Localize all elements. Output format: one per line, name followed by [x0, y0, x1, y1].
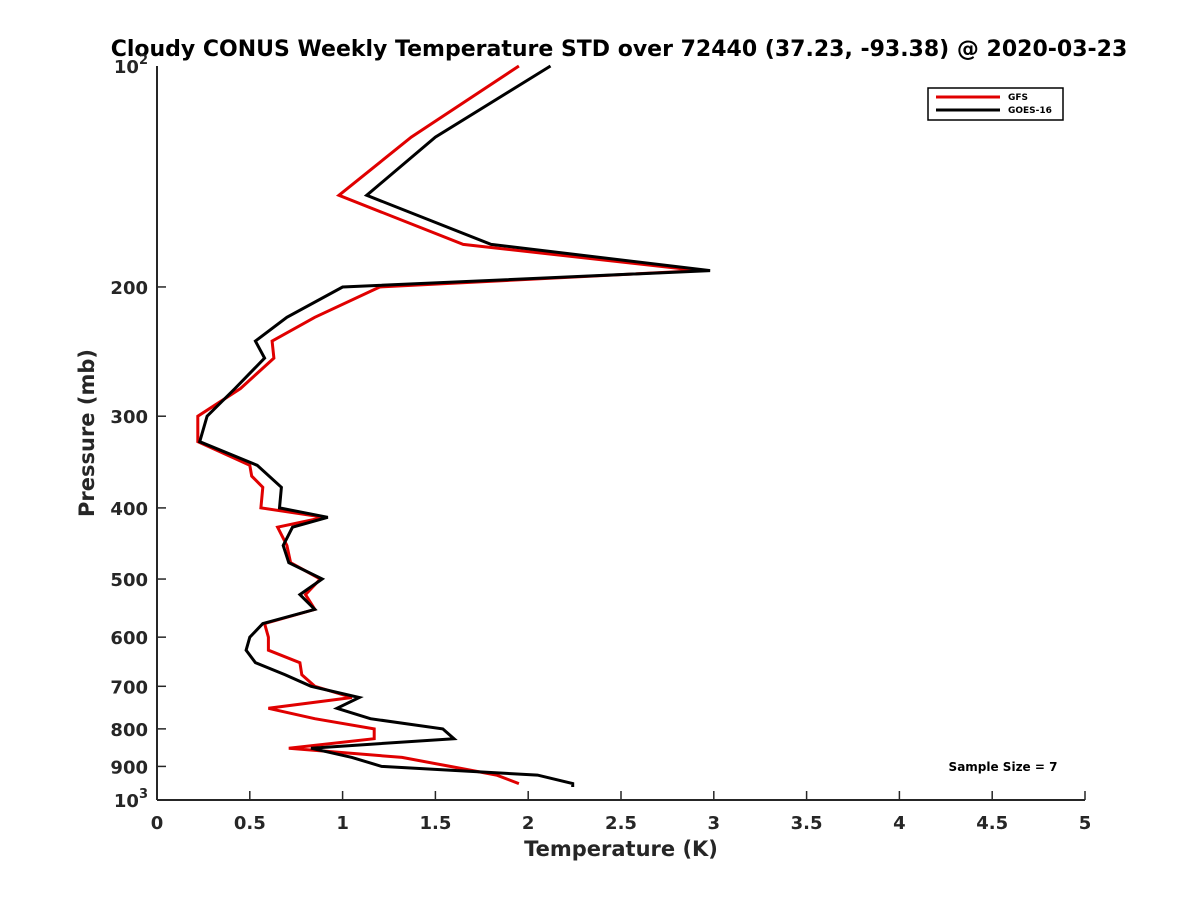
x-axis-label: Temperature (K): [524, 837, 718, 861]
y-tick-label: 700: [110, 677, 148, 698]
y-tick-label: 400: [110, 499, 148, 520]
y-tick-label: 200: [110, 278, 148, 299]
axes-layer: 0 0.5 1 1.5 2 2.5 3 3.5 4 4.5 5 200 300 400 500 600 700 8…: [110, 53, 1091, 834]
y-tick-label: 300: [110, 407, 148, 428]
legend: GFS GOES-16: [927, 87, 1064, 121]
plot-area: [157, 66, 1085, 800]
x-tick-label: 3.5: [791, 813, 823, 834]
x-tick-label: 2.5: [605, 813, 637, 834]
x-tick-label: 0.5: [234, 813, 266, 834]
x-tick-label: 1.5: [419, 813, 451, 834]
x-tick-label: 0: [151, 813, 164, 834]
x-tick-label: 4: [893, 813, 906, 834]
y-tick-label: 500: [110, 570, 148, 591]
y-tick-label-power: 102: [114, 53, 148, 78]
series-layer: [196, 64, 711, 787]
chart-title: Cloudy CONUS Weekly Temperature STD over…: [111, 37, 1128, 62]
sample-size-note: Sample Size = 7: [949, 760, 1058, 774]
legend-box: [927, 87, 1064, 121]
y-tick-label: 800: [110, 720, 148, 741]
y-tick-label-power: 103: [114, 787, 148, 812]
y-tick-label: 900: [110, 757, 148, 778]
series-line-goes16: [197, 64, 711, 787]
y-axis-label: Pressure (mb): [75, 349, 99, 517]
legend-label: GOES-16: [1008, 106, 1052, 116]
x-tick-label: 3: [708, 813, 721, 834]
x-tick-label: 2: [522, 813, 535, 834]
x-tick-label: 1: [336, 813, 349, 834]
legend-label: GFS: [1008, 93, 1028, 103]
x-tick-label: 5: [1079, 813, 1092, 834]
x-tick-label: 4.5: [976, 813, 1008, 834]
y-tick-label: 600: [110, 628, 148, 649]
